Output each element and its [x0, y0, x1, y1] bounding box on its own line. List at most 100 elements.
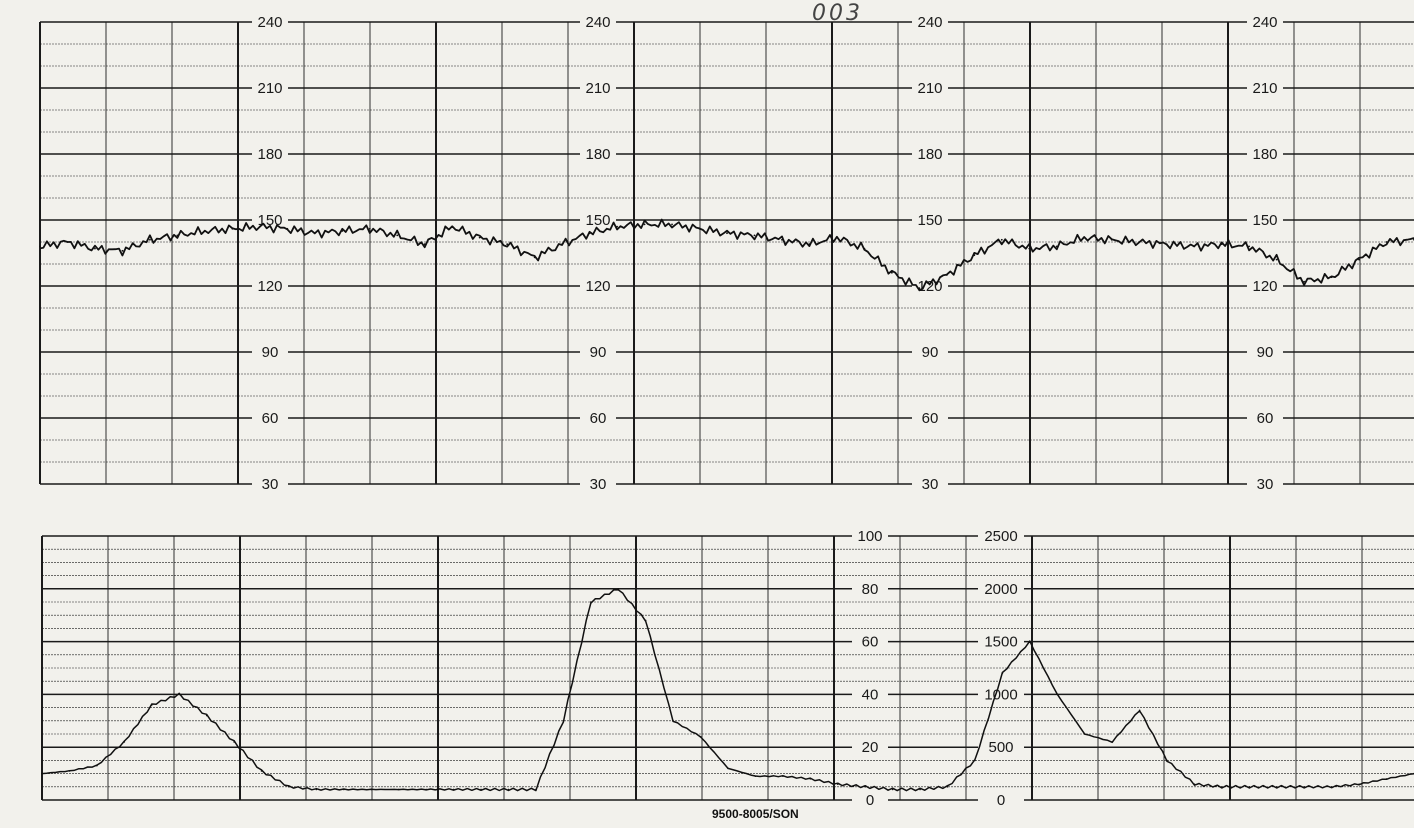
fhr-data-point	[286, 227, 289, 230]
uc-tick-label-right-bg	[978, 685, 1024, 704]
fhr-tick-label-bg	[580, 277, 616, 295]
uc-data-point	[343, 788, 345, 791]
uc-tick-label: 40	[862, 686, 879, 703]
uc-data-point	[535, 788, 537, 791]
fhr-tick-label-bg	[912, 13, 948, 31]
fhr-tick-label-bg	[252, 13, 288, 31]
fhr-data-point	[121, 249, 124, 252]
fhr-data-point	[1330, 276, 1333, 279]
fhr-data-point	[1358, 258, 1360, 261]
fhr-data-point	[643, 223, 646, 226]
uc-data-point	[727, 767, 729, 770]
fhr-tick-label-bg	[1247, 277, 1283, 295]
fhr-tick-label: 150	[585, 212, 610, 229]
uc-data-point	[1330, 786, 1333, 788]
fhr-data-point	[506, 243, 509, 246]
fhr-tick-label-bg	[912, 343, 948, 361]
uc-data-point	[1001, 672, 1004, 675]
fhr-data-point	[368, 227, 371, 230]
fhr-tick-label: 30	[590, 476, 607, 493]
uc-tick-labels: 100 80 60 40 20 0 2500 2000 1500 1000 500 0	[852, 527, 1024, 809]
uc-tick-label-right-bg	[978, 579, 1024, 598]
fhr-data-point	[149, 238, 151, 241]
uc-tick-label-bg	[852, 738, 888, 757]
fhr-tick-label: 180	[1252, 146, 1277, 163]
fhr-tick-label: 90	[590, 344, 607, 361]
fhr-tick-label: 180	[917, 146, 942, 163]
uc-tick-label-bg	[852, 685, 888, 704]
fhr-tick-label-bg	[252, 79, 288, 97]
fhr-tick-label: 30	[922, 476, 939, 493]
fhr-data-point	[39, 245, 41, 248]
uc-tick-label: 80	[862, 581, 879, 598]
fhr-tick-label-bg	[1247, 409, 1283, 427]
fhr-tick-label: 120	[917, 278, 942, 295]
fhr-data-point	[1248, 245, 1251, 248]
fhr-tick-label-bg	[580, 13, 616, 31]
uc-tick-label-right: 2500	[984, 528, 1017, 545]
fhr-panel: 240 210 180 150 120 90 60 30 240 210 180 150 120 90 60…	[39, 13, 1414, 493]
uc-data-point	[891, 788, 894, 791]
uc-data-point	[1056, 693, 1059, 696]
fhr-tick-label-bg	[912, 145, 948, 163]
uc-data-point	[397, 788, 400, 791]
uc-data-point	[370, 788, 373, 791]
fhr-tick-label: 210	[257, 80, 282, 97]
fhr-tick-label: 240	[585, 14, 610, 31]
fhr-tick-label: 150	[1252, 212, 1277, 229]
uc-data-point	[68, 770, 71, 772]
uc-data-point	[919, 788, 921, 791]
uc-data-point	[233, 741, 235, 743]
fhr-tick-label: 210	[1252, 80, 1277, 97]
fhr-data-point	[561, 243, 564, 246]
fhr-data-point	[726, 232, 728, 235]
fhr-tick-label: 210	[917, 80, 942, 97]
fhr-data-point	[396, 234, 399, 237]
uc-data-point	[590, 601, 592, 603]
fhr-tick-label-bg	[1247, 211, 1283, 229]
form-code: 9500-8005/SON	[712, 807, 799, 821]
uc-tick-label-bg	[852, 527, 888, 545]
fhr-tick-label-bg	[580, 475, 616, 493]
fhr-grid	[39, 21, 1414, 485]
uc-tick-label-right: 2000	[984, 581, 1017, 598]
uc-tick-label-right-bg	[978, 738, 1024, 757]
uc-data-point	[1385, 778, 1388, 780]
uc-tick-label-right: 500	[988, 739, 1013, 756]
fhr-tick-label-bg	[1247, 13, 1283, 31]
fhr-tick-label: 60	[262, 410, 279, 427]
fhr-data-point	[671, 223, 673, 226]
uc-data-point	[782, 775, 784, 778]
uc-data-point	[1221, 786, 1223, 788]
fhr-tick-label: 120	[585, 278, 610, 295]
fhr-data-point	[231, 227, 234, 230]
fhr-data-point	[890, 271, 893, 274]
uc-data-point	[1303, 786, 1306, 788]
fhr-data-point	[1220, 243, 1223, 246]
uc-trace	[41, 588, 1414, 792]
uc-data-point	[864, 786, 866, 788]
uc-data-point	[946, 786, 949, 788]
fhr-data-point	[313, 232, 316, 235]
fhr-tick-label: 120	[257, 278, 282, 295]
fhr-data-point	[1303, 280, 1305, 283]
fhr-tick-label-bg	[580, 145, 616, 163]
fhr-data-point	[423, 243, 426, 246]
uc-data-point	[809, 778, 812, 780]
fhr-tick-label: 240	[917, 14, 942, 31]
uc-data-point	[123, 741, 126, 743]
fhr-data-point	[341, 230, 344, 232]
uc-data-point	[1138, 709, 1141, 712]
fhr-tick-labels: 240 210 180 150 120 90 60 30 240 210 180 150 120 90 60…	[252, 13, 1283, 493]
uc-data-point	[672, 720, 674, 722]
uc-tick-label-right-bg	[978, 527, 1024, 545]
fhr-tick-label: 240	[257, 14, 282, 31]
uc-data-point	[41, 772, 43, 775]
uc-data-point	[205, 714, 208, 717]
uc-data-point	[425, 788, 427, 791]
uc-data-point	[96, 764, 98, 767]
uc-tick-label-right: 1000	[984, 686, 1017, 703]
fhr-tick-label-bg	[912, 475, 948, 493]
fhr-tick-label-bg	[252, 277, 288, 295]
uc-data-point	[617, 588, 620, 590]
